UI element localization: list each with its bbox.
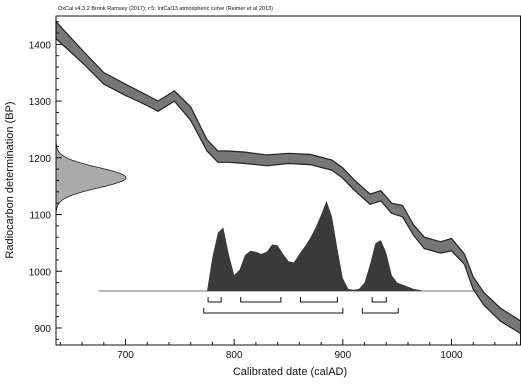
radiocarbon-date-density bbox=[55, 136, 127, 219]
hpd-range-68 bbox=[371, 297, 387, 303]
x-tick-label: 700 bbox=[117, 350, 134, 361]
y-tick-label: 1200 bbox=[29, 154, 52, 165]
axes: 700 800 900 1000 900 1000 1100 1200 1300 1400 bbox=[29, 15, 521, 361]
x-tick-label: 1000 bbox=[440, 350, 463, 361]
plot-frame bbox=[55, 15, 521, 346]
y-tick-label: 1100 bbox=[29, 211, 51, 222]
x-axis-label: Calibrated date (calAD) bbox=[233, 366, 347, 378]
plot-area bbox=[55, 20, 521, 335]
chart-header: OxCal v4.3.2 Bronk Ramsey (2017); r:5; I… bbox=[58, 6, 273, 12]
posterior-distribution bbox=[98, 200, 479, 291]
x-tick-label: 900 bbox=[334, 350, 351, 361]
hpd-range-95 bbox=[361, 308, 399, 314]
calibration-curve-band bbox=[55, 20, 521, 335]
hpd-range-68 bbox=[299, 297, 338, 303]
y-axis-label: Radiocarbon determination (BP) bbox=[4, 101, 16, 258]
hpd-range-68 bbox=[207, 297, 222, 303]
y-tick-label: 1400 bbox=[29, 40, 52, 51]
hpd-range-95 bbox=[203, 308, 344, 314]
y-tick-label: 1300 bbox=[29, 97, 52, 108]
y-tick-label: 900 bbox=[34, 324, 51, 335]
y-tick-label: 1000 bbox=[29, 267, 52, 278]
hpd-range-68 bbox=[240, 297, 282, 303]
x-tick-label: 800 bbox=[226, 350, 243, 361]
